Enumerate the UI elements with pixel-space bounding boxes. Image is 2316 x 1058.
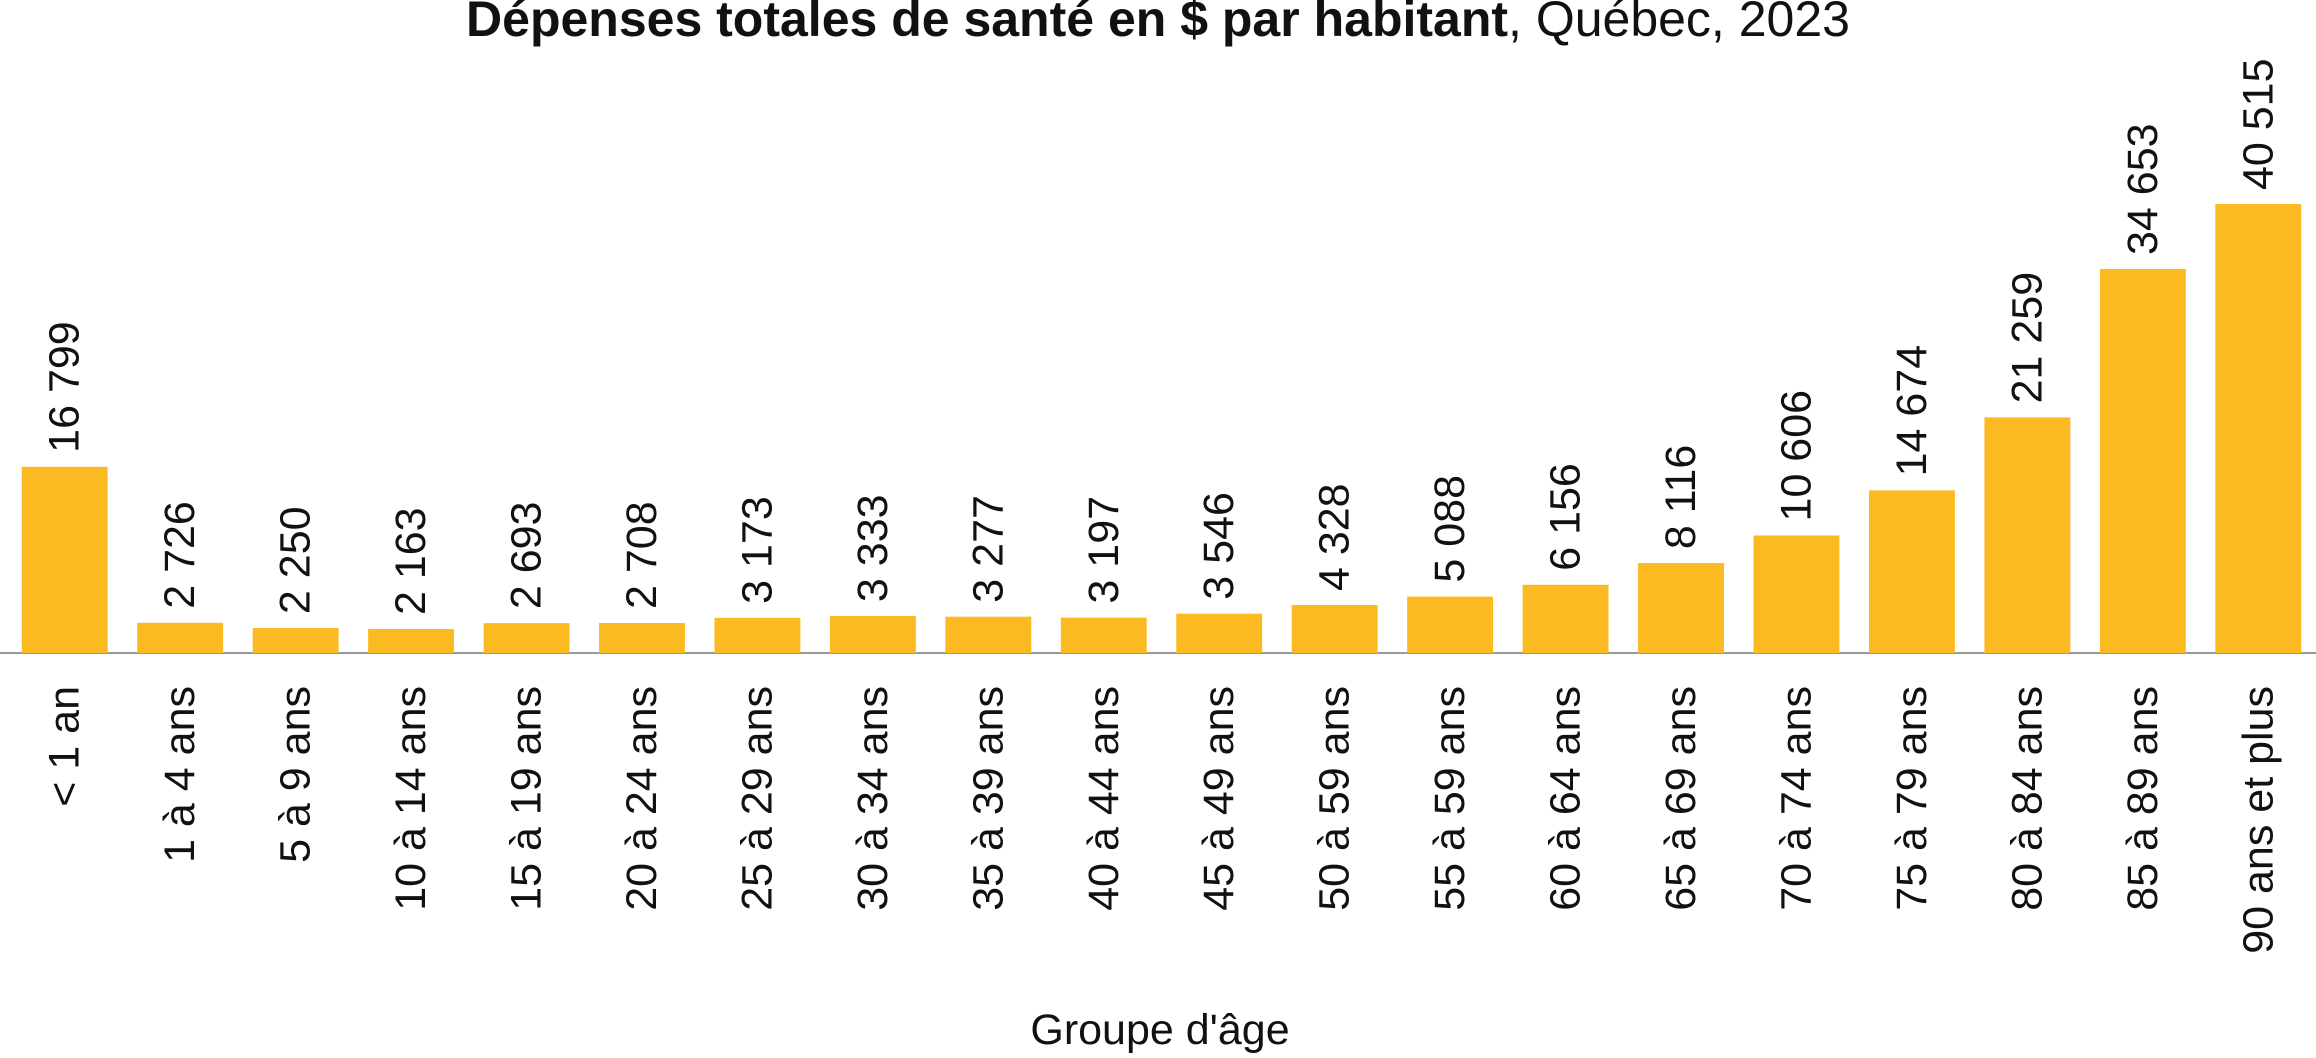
data-label: 16 799: [41, 321, 89, 453]
bar: [1753, 535, 1840, 653]
bar: [1868, 490, 1955, 653]
data-label: 34 653: [2119, 123, 2167, 255]
bar: [2215, 204, 2302, 653]
title-main: Dépenses totales de santé en $ par habit…: [466, 0, 1508, 47]
data-label: 3 277: [964, 495, 1012, 603]
x-tick-label: 20 à 24 ans: [618, 686, 666, 911]
x-axis-title: Groupe d'âge: [1030, 1006, 1289, 1054]
title-suffix: , Québec, 2023: [1508, 0, 1850, 47]
bar: [1176, 613, 1263, 653]
data-label: 8 116: [1657, 445, 1705, 549]
bar: [1638, 563, 1724, 653]
chart-title: Dépenses totales de santé en $ par habit…: [466, 0, 1850, 47]
x-tick-label: 35 à 39 ans: [964, 686, 1012, 911]
x-tick-label: 5 à 9 ans: [272, 686, 320, 863]
x-tick-label: 50 à 59 ans: [1311, 686, 1359, 911]
x-tick-label: 1 à 4 ans: [156, 686, 204, 863]
data-label: 4 328: [1311, 483, 1359, 591]
bar: [137, 622, 224, 653]
x-tick-label: 70 à 74 ans: [1772, 686, 1820, 911]
data-label: 21 259: [2003, 272, 2051, 404]
data-label: 3 173: [733, 496, 781, 604]
bar: [829, 616, 916, 653]
data-label: 10 606: [1772, 390, 1820, 522]
data-label: 5 088: [1426, 475, 1474, 583]
x-tick-label: 80 à 84 ans: [2003, 686, 2051, 911]
x-tick-label: 30 à 34 ans: [849, 686, 897, 911]
data-label: 2 693: [503, 502, 551, 610]
bar: [1522, 584, 1609, 653]
data-label: 2 726: [156, 501, 204, 609]
x-tick-label: 15 à 19 ans: [503, 686, 551, 911]
bar: [1291, 605, 1378, 653]
x-tick-label: 25 à 29 ans: [733, 686, 781, 911]
data-label: 2 163: [387, 507, 435, 615]
x-tick-label: 45 à 49 ans: [1195, 686, 1243, 911]
bar: [2099, 268, 2186, 653]
bar: [599, 622, 685, 653]
x-tick-label: 60 à 64 ans: [1542, 686, 1590, 911]
x-tick-label: 90 ans et plus: [2234, 686, 2282, 954]
bar: [1984, 417, 2071, 653]
data-label: 3 333: [849, 494, 897, 602]
data-label: 6 156: [1542, 463, 1590, 571]
data-label: 40 515: [2234, 58, 2282, 190]
bar: [1407, 596, 1494, 653]
bar: [483, 623, 570, 653]
bar: [714, 617, 801, 653]
x-tick-label: 10 à 14 ans: [387, 686, 435, 911]
x-tick-label: < 1 an: [41, 686, 89, 807]
bar: [945, 616, 1032, 653]
data-label: 14 674: [1888, 345, 1936, 477]
x-tick-label: 40 à 44 ans: [1080, 686, 1128, 911]
x-tick-label: 65 à 69 ans: [1657, 686, 1705, 911]
x-tick-label: 55 à 59 ans: [1426, 686, 1474, 911]
bar: [1060, 617, 1147, 653]
data-label: 3 197: [1080, 496, 1128, 604]
bar: [21, 466, 108, 653]
bar: [252, 628, 339, 653]
x-tick-label: 75 à 79 ans: [1888, 686, 1936, 911]
bar: [368, 629, 455, 653]
x-tick-label: 85 à 89 ans: [2119, 686, 2167, 911]
data-label: 2 708: [618, 501, 666, 609]
data-label: 2 250: [272, 506, 320, 614]
data-label: 3 546: [1195, 492, 1243, 600]
